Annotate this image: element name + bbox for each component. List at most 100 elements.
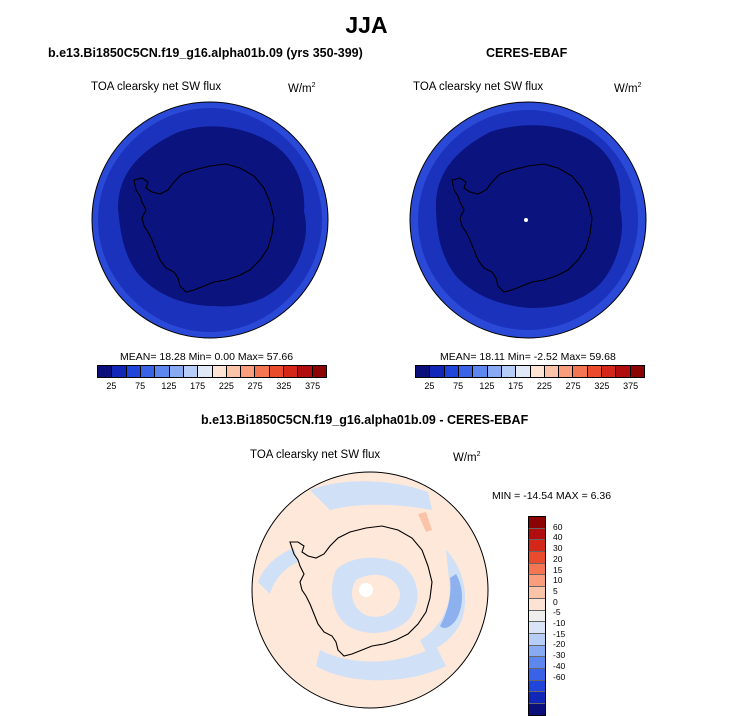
model-colorbar-cell	[98, 366, 113, 377]
obs-colorbar-cell	[544, 366, 560, 377]
diff-colorbar-cell	[529, 587, 545, 599]
obs-colorbar-cell	[559, 366, 574, 377]
obs-map-interior	[436, 125, 622, 308]
model-colorbar-cell	[241, 366, 256, 377]
obs-colorbar-cell	[458, 366, 474, 377]
diff-colorbar-tick: -15	[553, 628, 566, 639]
diff-colorbar-tick: -30	[553, 650, 566, 661]
diff-map-coastline	[289, 525, 433, 657]
obs-variable-label: TOA clearsky net SW flux	[413, 81, 544, 93]
diff-colorbar-cell	[529, 552, 545, 564]
diff-map-negative-inner-ring	[332, 557, 418, 633]
model-colorbar-cell	[255, 366, 270, 377]
diff-colorbar-tick: 30	[553, 543, 563, 554]
model-panel-title: b.e13.Bi1850C5CN.f19_g16.alpha01b.09 (yr…	[48, 46, 363, 60]
model-colorbar: 25 75 125 175 225 275 325 375	[97, 365, 327, 392]
diff-map	[251, 471, 489, 709]
diff-colorbar-cell	[529, 668, 545, 681]
diff-colorbar-tick: 40	[553, 532, 563, 543]
obs-colorbar-cell	[444, 366, 459, 377]
model-colorbar-cell	[298, 366, 313, 377]
model-colorbar-cell	[312, 366, 326, 377]
obs-colorbar-cell	[473, 366, 488, 377]
obs-colorbar-tick: 325	[594, 381, 610, 391]
model-colorbar-cell	[140, 366, 156, 377]
diff-variable-label: TOA clearsky net SW flux	[250, 449, 381, 461]
model-variable-label: TOA clearsky net SW flux	[91, 81, 222, 93]
model-colorbar-tick: 175	[190, 381, 206, 391]
diff-colorbar-tick: 60	[553, 521, 563, 532]
diff-colorbar-tick: -10	[553, 618, 566, 628]
model-stats: MEAN= 18.28 Min= 0.00 Max= 57.66	[120, 351, 294, 363]
diff-colorbar	[528, 516, 546, 716]
diff-colorbar-tick: -60	[553, 671, 566, 682]
obs-colorbar-cell	[587, 366, 603, 377]
obs-colorbar-cell	[530, 366, 545, 377]
obs-colorbar-cell	[501, 366, 517, 377]
diff-colorbar-cell	[529, 610, 545, 623]
diff-colorbar-cell	[529, 575, 545, 588]
obs-colorbar-cell	[430, 366, 445, 377]
diff-colorbar-tick: 5	[553, 585, 558, 596]
obs-colorbar-cell	[630, 366, 644, 377]
model-colorbar-cell	[284, 366, 299, 377]
model-colorbar-cell	[112, 366, 127, 377]
diff-colorbar-cell	[529, 598, 545, 611]
model-colorbar-tick: 25	[106, 381, 117, 391]
diff-colorbar-cell	[529, 657, 545, 669]
model-colorbar-tick: 225	[218, 381, 234, 391]
model-colorbar-tick: 275	[247, 381, 263, 391]
obs-stats: MEAN= 18.11 Min= -2.52 Max= 59.68	[440, 351, 616, 363]
diff-map-negative-left	[258, 548, 298, 594]
diff-colorbar-cell	[529, 528, 545, 541]
diff-colorbar-tick: 10	[553, 575, 563, 586]
obs-colorbar-cell	[516, 366, 531, 377]
diff-colorbar-cell	[529, 540, 545, 553]
obs-map	[409, 101, 647, 339]
model-colorbar-tick: 75	[135, 381, 146, 391]
main-title: JJA	[345, 12, 388, 38]
model-unit-label: W/m2	[288, 82, 316, 95]
diff-map-positive-patch	[418, 512, 432, 532]
diff-map-negative-bottom	[316, 646, 446, 681]
model-colorbar-tick: 375	[305, 381, 321, 391]
model-colorbar-cell	[183, 366, 199, 377]
diff-colorbar-cell	[529, 563, 545, 576]
diff-unit-label: W/m2	[453, 451, 481, 464]
model-map-coastline	[133, 163, 275, 293]
diff-colorbar-cell	[529, 517, 545, 529]
model-colorbar-cell	[169, 366, 184, 377]
obs-colorbar-tick: 75	[453, 381, 464, 391]
model-colorbar-tick: 325	[276, 381, 292, 391]
obs-map-coastline	[451, 163, 593, 293]
diff-panel-title: b.e13.Bi1850C5CN.f19_g16.alpha01b.09 - C…	[201, 413, 529, 427]
model-colorbar-cell	[269, 366, 285, 377]
model-colorbar-cell	[226, 366, 242, 377]
diff-map-negative-right-core	[440, 574, 462, 628]
obs-unit-label: W/m2	[614, 82, 642, 95]
diff-colorbar-ticks: 60 40 30 20 15 10 5 0 -5 -10 -15 -20 -30 -40 -60	[553, 516, 583, 706]
obs-colorbar-tick: 175	[508, 381, 524, 391]
obs-colorbar-cell	[616, 366, 631, 377]
diff-colorbar-tick: -20	[553, 639, 566, 650]
obs-colorbar: 25 75 125 175 225 275 325 375	[415, 365, 645, 392]
diff-map-negative-top	[310, 481, 432, 510]
obs-colorbar-tick: 225	[536, 381, 552, 391]
model-colorbar-cell	[126, 366, 141, 377]
diff-map-pole-hole	[359, 583, 373, 597]
obs-panel-title: CERES-EBAF	[486, 46, 568, 60]
diff-colorbar-tick: 15	[553, 564, 563, 575]
model-map-interior	[118, 126, 306, 307]
obs-colorbar-cell	[602, 366, 617, 377]
model-colorbar-cell	[155, 366, 170, 377]
obs-colorbar-tick: 125	[479, 381, 495, 391]
model-colorbar-cell	[198, 366, 213, 377]
obs-colorbar-cell	[487, 366, 502, 377]
model-colorbar-tick: 125	[161, 381, 177, 391]
obs-colorbar-tick: 275	[565, 381, 581, 391]
diff-colorbar-tick: -5	[553, 607, 561, 618]
obs-map-pole-dot	[524, 218, 528, 222]
diff-colorbar-tick: 20	[553, 553, 563, 564]
model-map	[91, 101, 329, 339]
diff-colorbar-tick: 0	[553, 596, 558, 607]
